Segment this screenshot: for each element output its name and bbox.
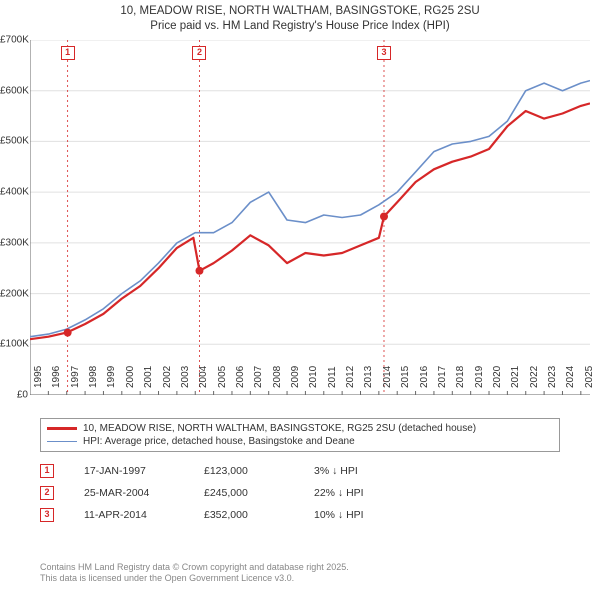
x-axis-label: 2018 xyxy=(455,366,466,388)
sale-date: 25-MAR-2004 xyxy=(84,487,204,499)
chart-marker: 3 xyxy=(377,46,391,60)
x-axis-label: 2016 xyxy=(419,366,430,388)
legend-swatch xyxy=(47,427,77,429)
x-axis-label: 2017 xyxy=(437,366,448,388)
chart-title: 10, MEADOW RISE, NORTH WALTHAM, BASINGST… xyxy=(0,0,600,36)
x-axis-label: 2014 xyxy=(382,366,393,388)
sale-pct: 3% ↓ HPI xyxy=(314,465,414,477)
x-axis-label: 2003 xyxy=(180,366,191,388)
x-axis-label: 2012 xyxy=(345,366,356,388)
x-axis-label: 2004 xyxy=(198,366,209,388)
legend-label: HPI: Average price, detached house, Basi… xyxy=(83,436,355,447)
y-axis-label: £500K xyxy=(0,136,28,147)
legend: 10, MEADOW RISE, NORTH WALTHAM, BASINGST… xyxy=(40,418,560,452)
legend-label: 10, MEADOW RISE, NORTH WALTHAM, BASINGST… xyxy=(83,423,476,434)
sales-table: 1 17-JAN-1997 £123,000 3% ↓ HPI 2 25-MAR… xyxy=(40,460,560,526)
y-axis-label: £400K xyxy=(0,187,28,198)
sale-marker: 2 xyxy=(40,486,54,500)
y-axis-label: £700K xyxy=(0,35,28,46)
x-axis-label: 2001 xyxy=(143,366,154,388)
table-row: 2 25-MAR-2004 £245,000 22% ↓ HPI xyxy=(40,482,560,504)
x-axis-label: 2008 xyxy=(272,366,283,388)
chart-plot xyxy=(30,40,590,395)
footer-line2: This data is licensed under the Open Gov… xyxy=(40,573,349,584)
x-axis-label: 1998 xyxy=(88,366,99,388)
x-axis-label: 2023 xyxy=(547,366,558,388)
sale-price: £123,000 xyxy=(204,465,314,477)
sale-date: 17-JAN-1997 xyxy=(84,465,204,477)
footer-attribution: Contains HM Land Registry data © Crown c… xyxy=(40,562,349,585)
x-axis-label: 2010 xyxy=(308,366,319,388)
x-axis-label: 2024 xyxy=(565,366,576,388)
x-axis-label: 1997 xyxy=(70,366,81,388)
x-axis-label: 2011 xyxy=(327,366,338,388)
sale-marker: 3 xyxy=(40,508,54,522)
y-axis-label: £600K xyxy=(0,85,28,96)
x-axis-label: 2022 xyxy=(529,366,540,388)
footer-line1: Contains HM Land Registry data © Crown c… xyxy=(40,562,349,573)
x-axis-label: 2015 xyxy=(400,366,411,388)
sale-price: £245,000 xyxy=(204,487,314,499)
x-axis-label: 1999 xyxy=(106,366,117,388)
title-subtitle: Price paid vs. HM Land Registry's House … xyxy=(0,19,600,34)
x-axis-label: 2006 xyxy=(235,366,246,388)
sale-date: 11-APR-2014 xyxy=(84,509,204,521)
x-axis-label: 2020 xyxy=(492,366,503,388)
legend-item: 10, MEADOW RISE, NORTH WALTHAM, BASINGST… xyxy=(47,422,553,435)
legend-swatch xyxy=(47,441,77,443)
x-axis-label: 1996 xyxy=(51,366,62,388)
x-axis-label: 2025 xyxy=(584,366,595,388)
chart-area: £0£100K£200K£300K£400K£500K£600K£700K199… xyxy=(30,40,590,395)
sale-pct: 10% ↓ HPI xyxy=(314,509,414,521)
y-axis-label: £300K xyxy=(0,237,28,248)
x-axis-label: 2019 xyxy=(474,366,485,388)
x-axis-label: 2013 xyxy=(363,366,374,388)
x-axis-label: 2021 xyxy=(510,366,521,388)
x-axis-label: 1995 xyxy=(33,366,44,388)
y-axis-label: £200K xyxy=(0,288,28,299)
legend-item: HPI: Average price, detached house, Basi… xyxy=(47,435,553,448)
y-axis-label: £100K xyxy=(0,339,28,350)
x-axis-label: 2005 xyxy=(217,366,228,388)
sale-marker: 1 xyxy=(40,464,54,478)
x-axis-label: 2002 xyxy=(162,366,173,388)
title-address: 10, MEADOW RISE, NORTH WALTHAM, BASINGST… xyxy=(0,4,600,19)
chart-marker: 2 xyxy=(192,46,206,60)
sale-pct: 22% ↓ HPI xyxy=(314,487,414,499)
table-row: 3 11-APR-2014 £352,000 10% ↓ HPI xyxy=(40,504,560,526)
table-row: 1 17-JAN-1997 £123,000 3% ↓ HPI xyxy=(40,460,560,482)
x-axis-label: 2007 xyxy=(253,366,264,388)
x-axis-label: 2000 xyxy=(125,366,136,388)
sale-price: £352,000 xyxy=(204,509,314,521)
chart-marker: 1 xyxy=(61,46,75,60)
y-axis-label: £0 xyxy=(0,390,28,401)
x-axis-label: 2009 xyxy=(290,366,301,388)
